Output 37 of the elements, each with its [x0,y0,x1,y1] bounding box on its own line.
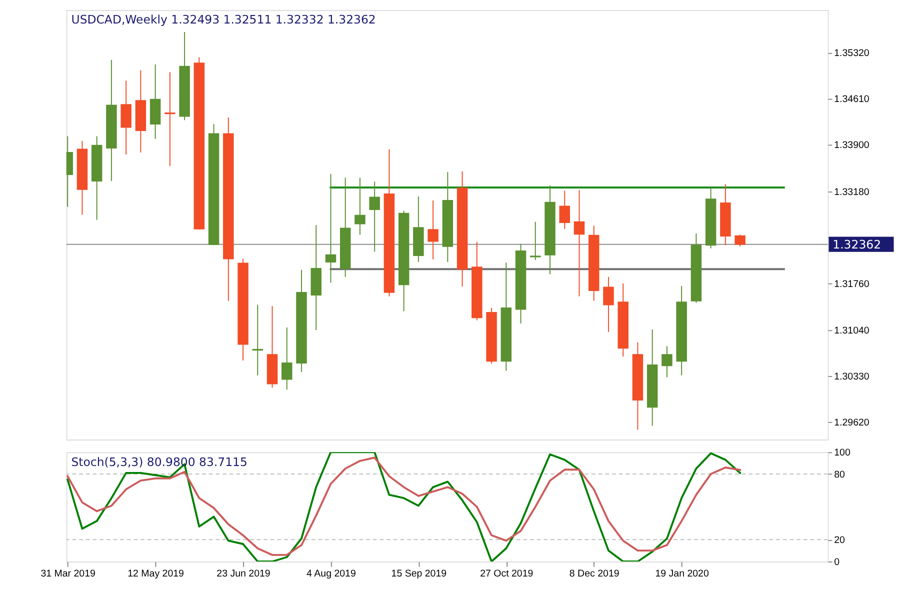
candlestick [734,234,746,247]
candlestick [282,326,292,390]
y-tick-label: 1.31760 [834,278,870,290]
candlestick [120,80,132,155]
x-tick-label: 19 Jan 2020 [655,568,710,580]
x-tick-label: 31 Mar 2019 [40,568,96,580]
y-tick-label: 1.29620 [834,417,870,428]
y-tick-label: 1.30330 [834,371,870,382]
y-tick-label: 0 [834,556,840,568]
x-tick-label: 4 Aug 2019 [306,568,356,580]
candlestick [369,181,380,252]
candlestick [603,276,614,332]
chart-title: USDCAD,Weekly 1.32493 1.32511 1.32332 1.32362 [71,12,376,27]
y-tick-label: 20 [834,535,846,546]
y-tick-label: 1.31040 [834,325,870,336]
y-tick-label: 1.34610 [834,94,870,106]
y-tick-label: 1.33180 [834,186,870,198]
y-tick-label: 1.35320 [834,48,870,60]
candlestick [530,221,541,261]
candlestick [559,190,570,230]
candlestick [662,346,672,378]
x-tick-label: 12 May 2019 [128,568,184,580]
candlestick [428,200,438,260]
candlestick [354,177,366,236]
x-tick-label: 8 Dec 2019 [569,568,620,580]
candlestick [325,173,336,284]
y-tick-label: 80 [834,469,846,480]
y-tick-label: 100 [834,448,851,459]
chart-title: Stoch(5,3,3) 80.9800 83.7115 [71,454,248,469]
y-tick-label: 1.33900 [834,140,870,152]
x-tick-label: 23 Jun 2019 [216,568,270,580]
ref-line-label: 1.32362 [832,237,882,252]
candlestick [164,72,176,167]
x-tick-label: 27 Oct 2019 [480,568,534,580]
candlestick [252,304,264,376]
candlestick [574,190,585,297]
x-tick-label: 15 Sep 2019 [391,568,447,580]
